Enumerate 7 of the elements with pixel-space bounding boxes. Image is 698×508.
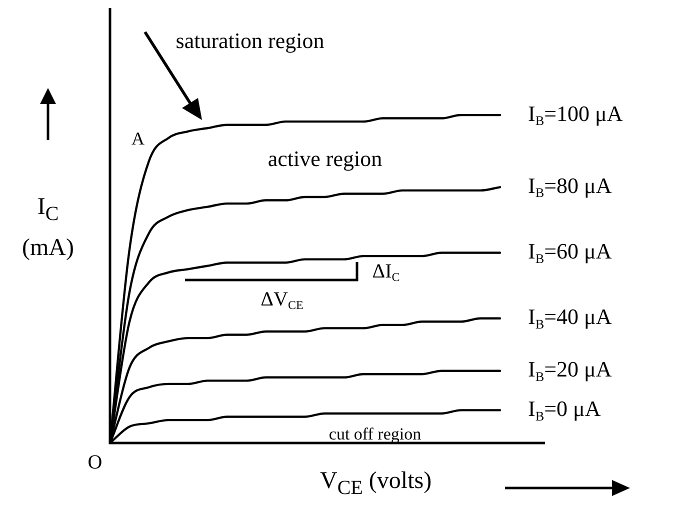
x-axis-title: V$_{CE}$ (volts) <box>320 468 432 500</box>
annotation: cut off region <box>328 424 422 444</box>
text: saturation region <box>176 28 324 53</box>
annotation: active region <box>268 146 382 171</box>
y-axis-title: I$_{C}$ (mA) <box>21 193 75 263</box>
text: O <box>88 451 102 474</box>
annotation: A <box>132 128 144 149</box>
